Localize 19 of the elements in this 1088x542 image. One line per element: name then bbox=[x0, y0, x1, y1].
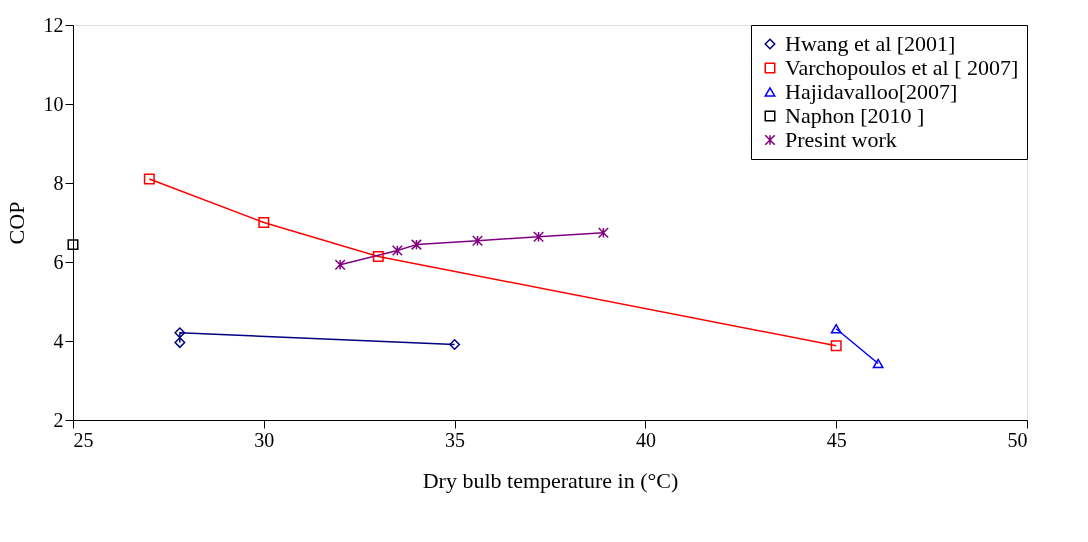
legend-label: Hwang et al [2001] bbox=[785, 31, 956, 56]
y-tick-label: 6 bbox=[53, 250, 64, 273]
y-tick-label: 2 bbox=[53, 408, 64, 431]
x-tick-label: 30 bbox=[254, 428, 275, 451]
y-axis-title: COP bbox=[3, 201, 29, 245]
y-tick-label: 4 bbox=[53, 329, 64, 352]
legend-label: Presint work bbox=[785, 127, 897, 152]
x-tick-label: 25 bbox=[73, 428, 94, 451]
x-tick-label: 40 bbox=[635, 428, 656, 451]
y-tick-label: 8 bbox=[53, 171, 64, 194]
y-tick-label: 12 bbox=[43, 13, 64, 36]
legend-label: Naphon [2010 ] bbox=[785, 103, 925, 128]
x-tick-label: 50 bbox=[1007, 428, 1028, 451]
y-tick-label: 10 bbox=[43, 92, 64, 115]
x-tick-label: 35 bbox=[445, 428, 466, 451]
legend-label: Hajidavalloo[2007] bbox=[785, 79, 958, 104]
x-axis-title: Dry bulb temperature in (°C) bbox=[422, 467, 679, 493]
x-tick-label: 45 bbox=[826, 428, 847, 451]
legend-label: Varchopoulos et al [ 2007] bbox=[785, 55, 1019, 80]
